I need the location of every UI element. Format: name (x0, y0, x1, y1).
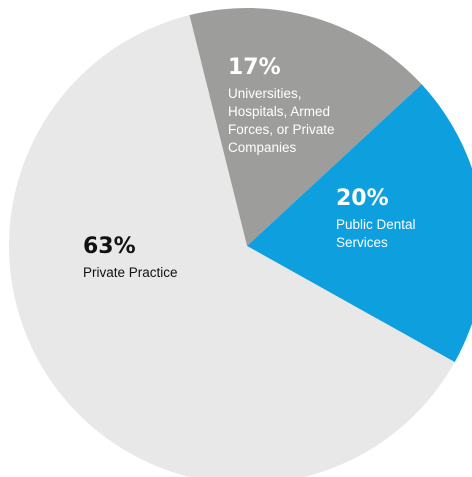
slice-category-label: Public Dental (336, 217, 416, 232)
slice-category-label: Companies (228, 140, 297, 155)
slice-category-label: Universities, (228, 86, 302, 101)
pie-slices (9, 7, 472, 477)
slice-category-label: Hospitals, Armed (228, 104, 330, 119)
slice-label-20: 20% Public Dental Services (336, 186, 416, 250)
pie-slice-63 (9, 15, 455, 477)
slice-percent-label: 63% (83, 234, 136, 259)
slice-labels: 17% Universities, Hospitals, Armed Forces, … (83, 55, 416, 280)
slice-percent-label: 17% (228, 55, 281, 80)
slice-category-label: Forces, or Private (228, 122, 335, 137)
pie-slice-17 (189, 7, 422, 246)
slice-percent-label: 20% (336, 186, 389, 211)
slice-label-63: 63% Private Practice (83, 234, 178, 280)
slice-category-label: Private Practice (83, 265, 178, 280)
pie-slice-20 (247, 84, 472, 363)
slice-category-label: Services (336, 235, 388, 250)
slice-label-17: 17% Universities, Hospitals, Armed Forces, … (228, 55, 335, 155)
